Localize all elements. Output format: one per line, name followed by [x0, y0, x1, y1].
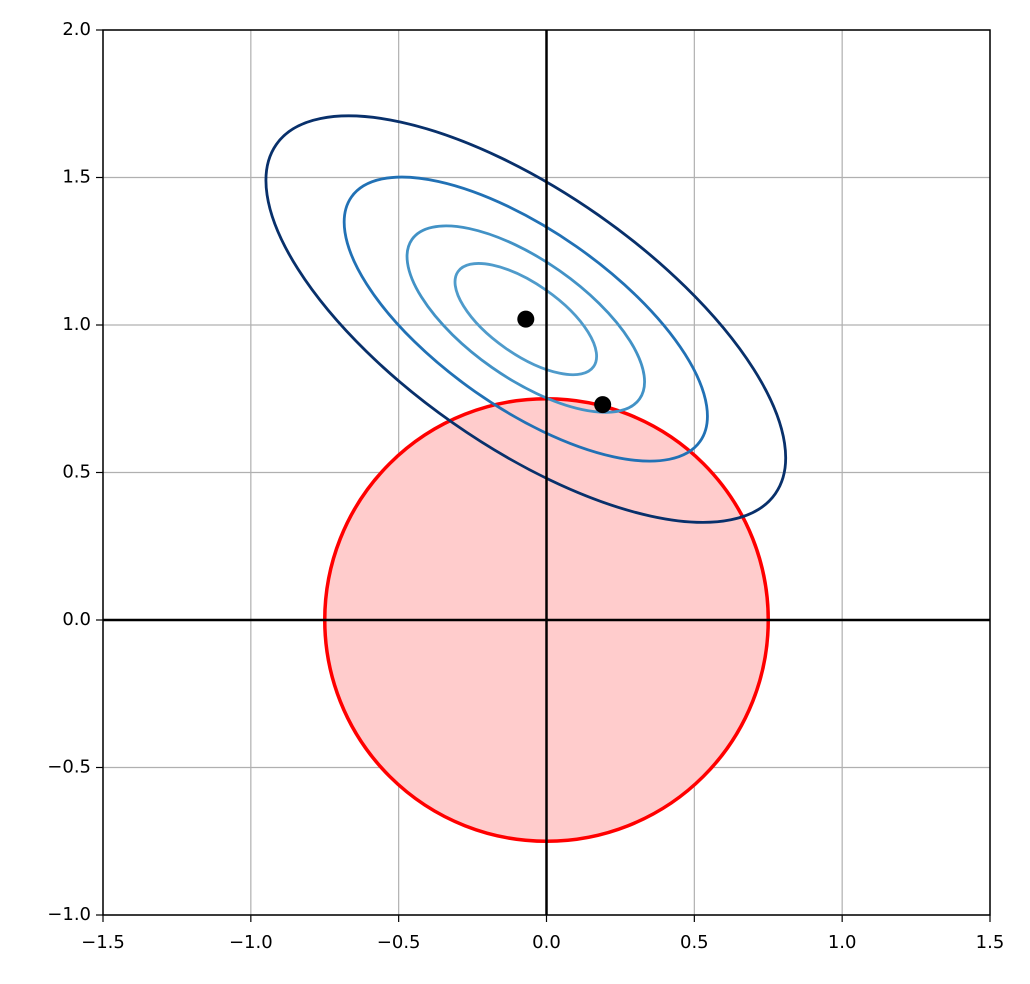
y-tick-label: 1.5: [62, 167, 91, 188]
contour-line: [342, 175, 709, 463]
point: [594, 396, 612, 414]
y-tick-label: 1.0: [62, 314, 91, 335]
x-tick-label: 0.5: [680, 932, 709, 953]
x-tick-label: 1.0: [828, 932, 857, 953]
x-tick-label: 1.5: [976, 932, 1005, 953]
y-tick-label: −0.5: [47, 757, 91, 778]
x-tick-label: −1.0: [229, 932, 273, 953]
y-tick-label: −1.0: [47, 904, 91, 925]
x-tick-label: 0.0: [532, 932, 561, 953]
y-tick-label: 0.5: [62, 462, 91, 483]
point: [517, 310, 535, 328]
contour-line: [264, 114, 788, 524]
plot-frame: [102, 29, 991, 916]
contour-line: [405, 224, 646, 414]
x-tick-label: −0.5: [377, 932, 421, 953]
x-tick-label: −1.5: [81, 932, 125, 953]
y-tick-label: 0.0: [62, 609, 91, 630]
y-tick-label: 2.0: [62, 19, 91, 40]
